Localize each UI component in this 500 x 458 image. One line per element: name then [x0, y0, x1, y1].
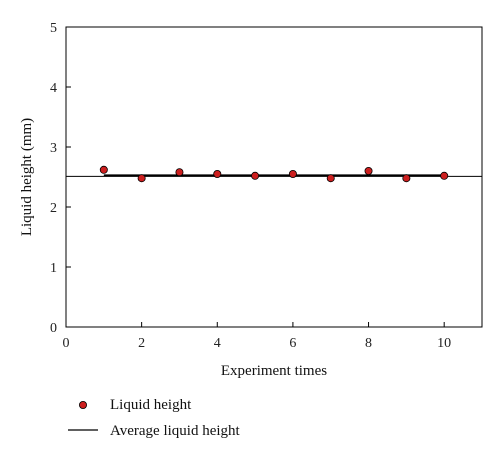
data-point [99, 165, 108, 174]
x-tick-label: 0 [63, 336, 70, 351]
y-tick-label: 1 [50, 261, 57, 276]
points-layer [99, 165, 449, 183]
y-axis-title: Liquid height (mm) [19, 118, 35, 236]
y-tick-label: 5 [50, 21, 57, 36]
x-tick-label: 8 [365, 336, 372, 351]
data-point [251, 171, 260, 180]
data-point [175, 168, 184, 177]
y-tick-label: 2 [50, 201, 57, 216]
x-tick-label: 2 [138, 336, 145, 351]
data-point [440, 171, 449, 180]
plot-frame [65, 26, 483, 328]
x-tick-label: 4 [214, 336, 221, 351]
data-point [326, 174, 335, 183]
y-tick-label: 0 [50, 321, 57, 336]
y-tick-label: 4 [50, 81, 57, 96]
legend-label-liquid-height: Liquid height [110, 397, 192, 413]
data-point [288, 169, 297, 178]
data-point [137, 174, 146, 183]
x-tick-label: 10 [437, 336, 451, 351]
x-axis-title: Experiment times [221, 363, 327, 379]
y-axis-ticks: 0 1 2 3 4 5 [50, 21, 71, 336]
data-point [213, 169, 222, 178]
x-axis-ticks: 0 2 4 6 8 10 [63, 322, 451, 351]
x-tick-label: 6 [289, 336, 296, 351]
legend-label-average-liquid-height: Average liquid height [110, 423, 241, 439]
legend: Liquid height Average liquid height [68, 397, 241, 439]
data-point [402, 174, 411, 183]
legend-marker-liquid-height [79, 400, 88, 409]
plot-area [65, 26, 483, 328]
y-tick-label: 3 [50, 141, 57, 156]
data-point [364, 166, 373, 175]
